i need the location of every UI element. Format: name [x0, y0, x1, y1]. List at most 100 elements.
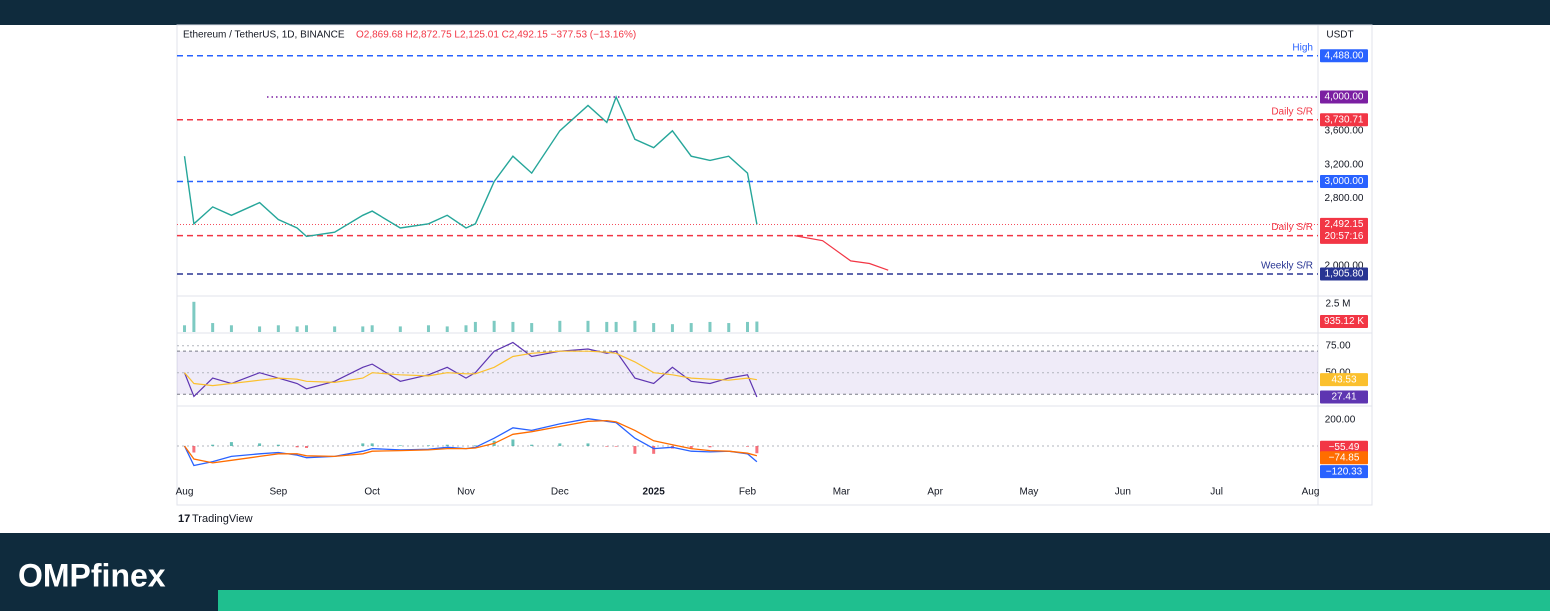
macd-histogram-bar: [370, 443, 374, 447]
x-tick-label: Nov: [457, 487, 475, 498]
level-badge-text: 4,000.00: [1325, 92, 1364, 103]
volume-bar: [258, 326, 262, 332]
macd-histogram-bar: [295, 446, 299, 448]
y-tick-label: 2,000.00: [1325, 261, 1364, 272]
volume-bar: [211, 323, 215, 332]
volume-bar: [586, 320, 590, 332]
x-tick-label: Jun: [1115, 487, 1131, 498]
volume-bar: [445, 326, 449, 332]
macd-badge: [1320, 451, 1368, 465]
macd-histogram-bar: [755, 446, 759, 454]
volume-bar: [689, 323, 693, 332]
macd-histogram-bar: [361, 443, 365, 447]
level-label: Weekly S/R: [1261, 261, 1313, 272]
level-badge: [1320, 49, 1368, 63]
macd-histogram-bar: [511, 439, 515, 447]
accent-bar: [218, 590, 1550, 611]
volume-bar: [558, 320, 562, 332]
y-tick-label: 200.00: [1325, 415, 1356, 426]
macd-line: [183, 418, 758, 467]
volume-bar: [333, 326, 337, 332]
chart-title: Ethereum / TetherUS, 1D, BINANCE: [183, 30, 345, 41]
countdown: 20:57:16: [1325, 231, 1364, 242]
price-line-series: [183, 95, 758, 238]
volume-bar: [670, 324, 674, 332]
rsi-badge-text: 27.41: [1331, 392, 1356, 403]
volume-bar: [755, 321, 759, 332]
chart-frame: [176, 24, 1373, 506]
level-badge: [1320, 90, 1368, 104]
macd-histogram-bar: [689, 446, 693, 449]
macd-histogram-bar: [192, 446, 196, 453]
macd-badge: [1320, 440, 1368, 454]
y-tick-label: 75.00: [1325, 340, 1350, 351]
macd-histogram-bar: [605, 446, 609, 447]
price-badge-text: 2,492.15: [1325, 219, 1364, 230]
y-tick-label: 2,800.00: [1325, 193, 1364, 204]
macd-histogram-bar: [276, 444, 280, 447]
macd-badge: [1320, 465, 1368, 479]
volume-bar: [183, 325, 187, 332]
y-tick-label: 50.00: [1325, 367, 1350, 378]
volume-bar: [192, 301, 196, 332]
price-badge: [1320, 217, 1368, 244]
watermark-logo: 17: [178, 513, 190, 525]
volume-bar: [464, 325, 468, 332]
x-tick-label: Oct: [364, 487, 380, 498]
macd-histogram-bar: [258, 443, 262, 447]
y-tick-label: 3,200.00: [1325, 159, 1364, 170]
level-badge: [1320, 267, 1368, 281]
level-label: Daily S/R: [1271, 222, 1313, 233]
rsi-badge: [1320, 390, 1368, 404]
rsi-badge: [1320, 373, 1368, 387]
volume-bar: [614, 321, 618, 332]
projection-line: [794, 235, 889, 271]
rsi-badge-text: 43.53: [1331, 374, 1356, 385]
watermark: TradingView: [192, 513, 253, 525]
volume-bar: [746, 321, 749, 332]
volume-badge-text: 935.12 K: [1324, 316, 1364, 327]
x-tick-label: Sep: [269, 487, 287, 498]
macd-histogram-bar: [229, 442, 233, 447]
macd-histogram-bar: [530, 444, 534, 447]
level-badge-text: 3,730.71: [1325, 114, 1364, 125]
x-tick-label: Aug: [176, 487, 194, 498]
x-tick-label: Aug: [1302, 487, 1320, 498]
volume-bar: [370, 325, 374, 332]
macd-histogram-bar: [211, 444, 215, 447]
macd-histogram-bar: [633, 446, 637, 454]
level-label: Daily S/R: [1271, 106, 1313, 117]
volume-bar: [530, 323, 534, 332]
macd-histogram-bar: [304, 446, 308, 448]
rsi-line: [184, 350, 758, 387]
macd-badge-text: −120.33: [1326, 466, 1363, 477]
macd-badge-text: −74.85: [1329, 452, 1360, 463]
volume-bar: [473, 321, 477, 332]
x-tick-label: Feb: [739, 487, 757, 498]
volume-bar: [727, 323, 731, 332]
level-badge-text: 3,000.00: [1325, 176, 1364, 187]
level-badge: [1320, 175, 1368, 189]
macd-histogram-bar: [558, 443, 562, 447]
macd-histogram-bar: [652, 446, 656, 454]
x-tick-label: Jul: [1210, 487, 1223, 498]
volume-bar: [511, 321, 515, 332]
brand: OMPfinex: [18, 557, 166, 593]
macd-histogram-bar: [614, 446, 618, 447]
volume-bar: [361, 326, 365, 332]
macd-histogram-bar: [746, 446, 749, 447]
macd-badge-text: −55.49: [1329, 442, 1360, 453]
volume-bar: [708, 321, 712, 332]
x-tick-label: 2025: [643, 487, 666, 498]
volume-bar: [304, 325, 308, 332]
volume-bar: [426, 325, 430, 332]
background: [0, 25, 1550, 533]
volume-bar: [295, 326, 299, 332]
volume-badge: [1320, 315, 1368, 329]
x-tick-label: Apr: [927, 487, 943, 498]
volume-bar: [605, 321, 609, 332]
volume-bar: [652, 323, 656, 332]
macd-histogram-bar: [708, 446, 712, 448]
top-bar: [0, 0, 1550, 25]
